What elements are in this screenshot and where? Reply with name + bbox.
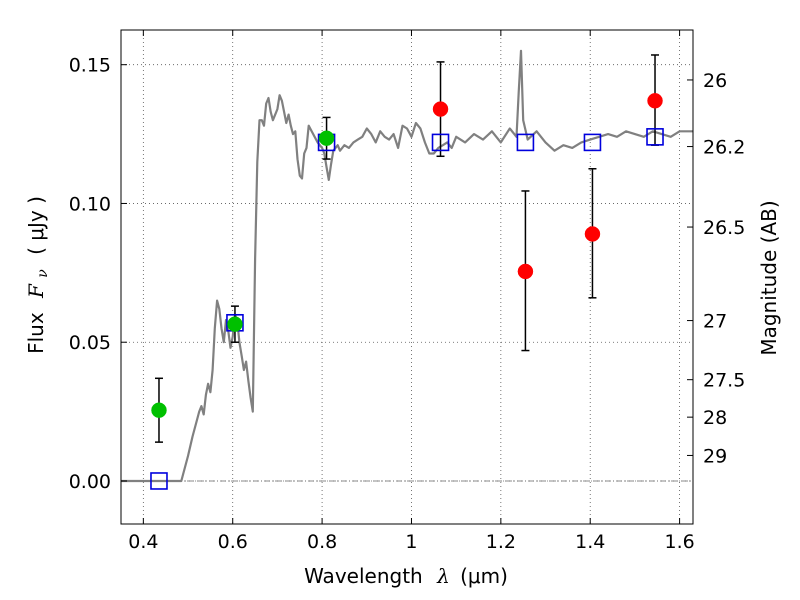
y-axis-label-unit: ( μJy ) [24, 196, 48, 255]
x-tick-label: 0.6 [218, 531, 248, 553]
y2-tick-label: 27.5 [703, 370, 745, 392]
axes-frame [120, 29, 694, 525]
model-photometry-square [431, 133, 450, 152]
y-tick-label: 0.10 [69, 193, 111, 215]
y2-tick-label: 27 [703, 311, 727, 333]
x-tick-label: 1.4 [575, 531, 605, 553]
y2-tick-label: 28 [703, 407, 727, 429]
nir-flux-point [584, 226, 601, 242]
y-tick-label: 0.15 [69, 55, 111, 77]
x-axis-label-text: Wavelength [304, 564, 423, 588]
y-axis-label: Flux F ν ( μJy ) [24, 196, 52, 354]
optical-flux-point [151, 402, 167, 418]
secondary-y-axis-label: Magnitude (AB) [757, 200, 781, 355]
plot-area [121, 49, 693, 490]
y-tick-label: 0.00 [69, 471, 111, 493]
x-tick-label: 1.2 [486, 531, 516, 553]
y2-tick-label: 26.5 [703, 217, 745, 239]
model-sed-curve [121, 49, 693, 483]
y2-tick-label: 29 [703, 445, 727, 467]
x-tick-label: 0.8 [307, 531, 337, 553]
y-tick-label: 0.05 [69, 332, 111, 354]
y-axis-label-text: Flux [24, 312, 48, 354]
y-axis-label-symbol: F [24, 283, 48, 299]
optical-flux-point [318, 130, 335, 146]
y-axis-label-subscript: ν [35, 269, 51, 278]
model-photometry-square [516, 133, 535, 152]
y2-tick-label: 26.2 [703, 137, 745, 159]
x-tick-label: 1 [405, 531, 417, 553]
nir-flux-point [517, 263, 534, 280]
x-tick-label: 0.4 [128, 531, 158, 553]
optical-flux-point [227, 316, 243, 332]
x-axis-label: Wavelength λ (μm) [304, 564, 508, 588]
model-photometry-square [646, 128, 664, 146]
x-axis-label-unit: (μm) [460, 564, 508, 588]
nir-flux-point [432, 101, 449, 117]
axis-ticks: 0.4 0.6 0.8 1 1.2 1.4 1.6 0.00 0.05 0.10 0.15 26 26.… [69, 30, 745, 553]
y2-tick-label: 26 [703, 70, 727, 92]
x-tick-label: 1.6 [664, 531, 694, 553]
model-photometry-square [583, 133, 602, 152]
nir-flux-point [647, 93, 663, 109]
model-photometry-square [150, 472, 168, 490]
x-axis-label-symbol: λ [436, 564, 450, 588]
grid-lines [121, 30, 693, 524]
